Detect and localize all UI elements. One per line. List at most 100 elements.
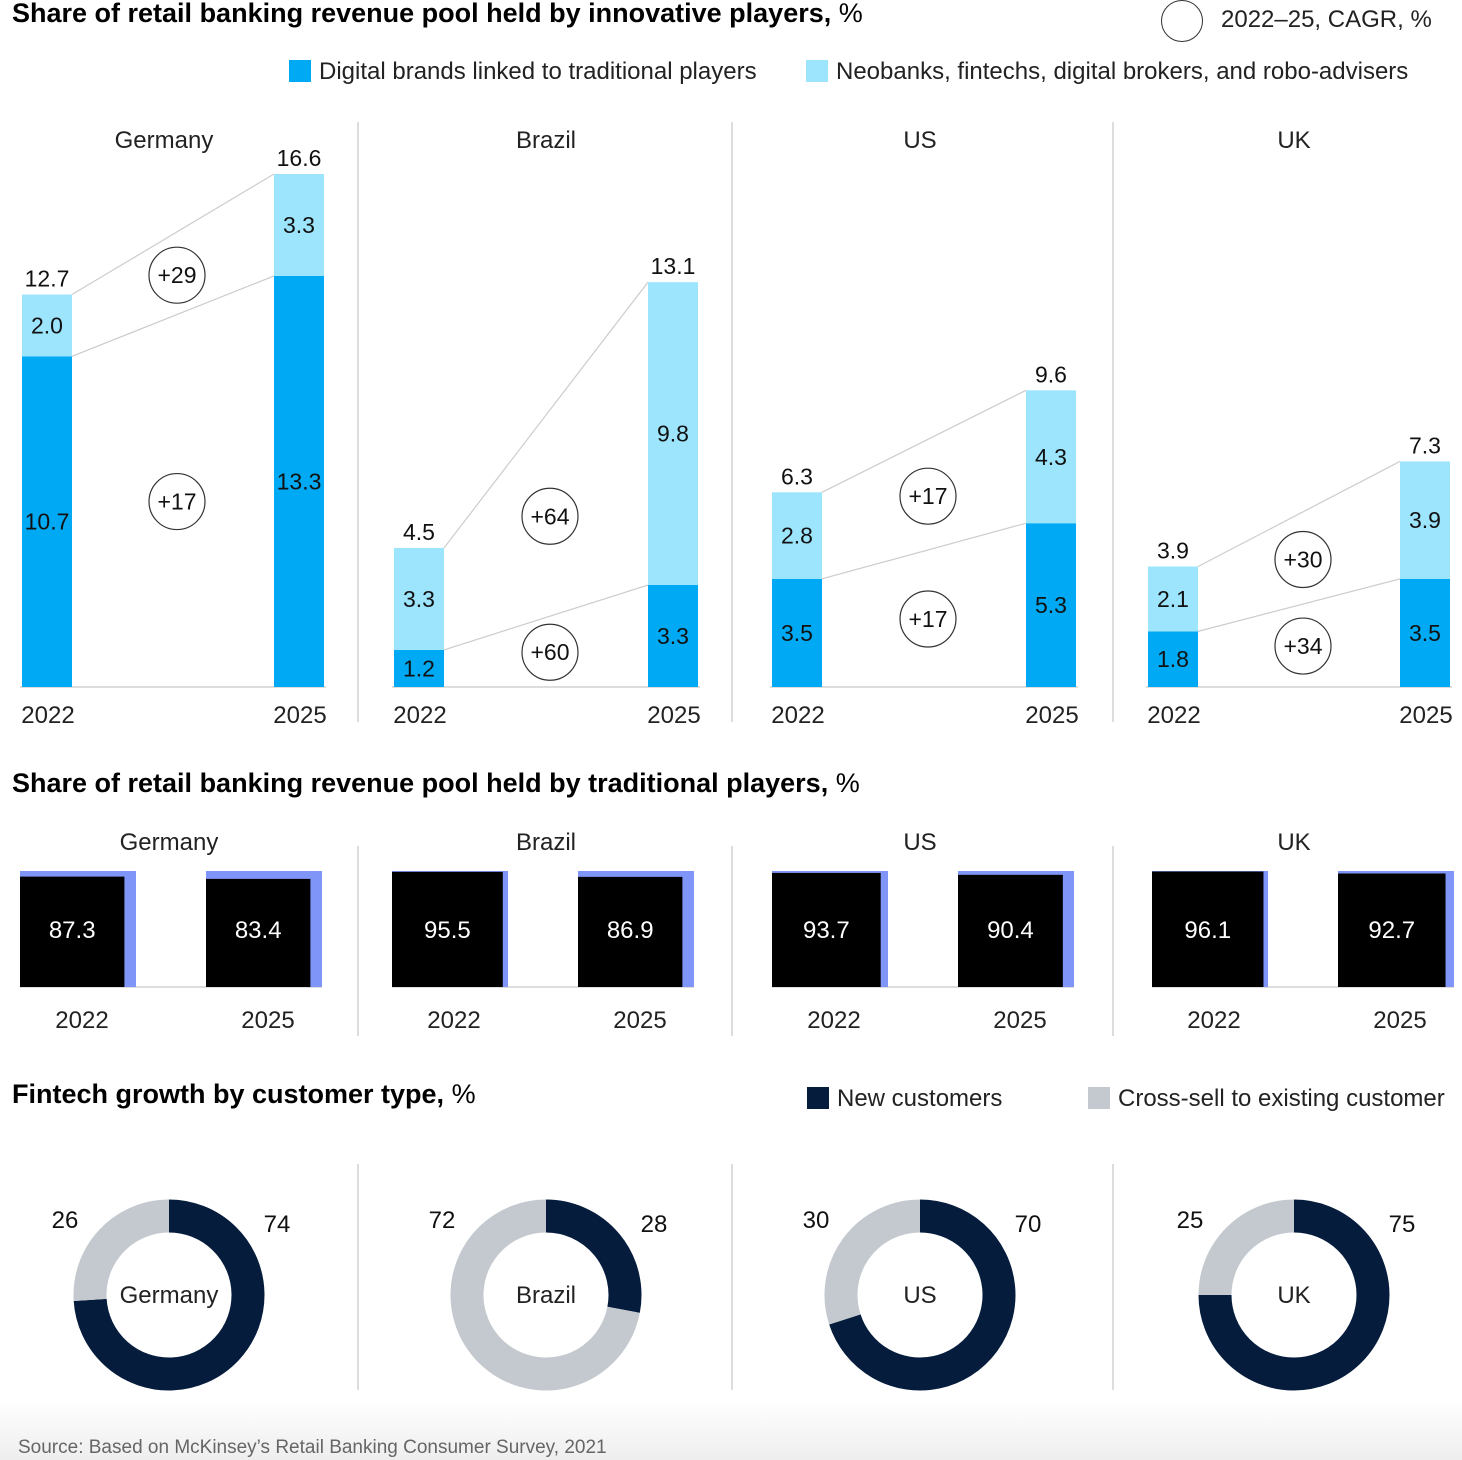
donut-cross-uk xyxy=(1198,1199,1295,1296)
connector-digital-brazil xyxy=(443,584,649,651)
bar-traditional-uk-2022 xyxy=(1152,871,1264,987)
label-digital-us-2025: 5.3 xyxy=(1035,592,1067,618)
label-traditional-us-2022: 93.7 xyxy=(803,917,850,944)
bar-digital-us-2022 xyxy=(772,578,822,687)
bar-digital-uk-2022 xyxy=(1148,631,1198,687)
bar-digital-germany-2022 xyxy=(22,356,72,687)
bar-traditional-brazil-2025 xyxy=(578,876,683,987)
cagr-label-digital-uk: +34 xyxy=(1283,633,1322,659)
bar-traditional-germany-2025 xyxy=(206,878,311,987)
bar-digital-us-2025 xyxy=(1026,523,1076,687)
label-digital-uk-2022: 1.8 xyxy=(1157,646,1189,672)
source-note: Source: Based on McKinsey’s Retail Banki… xyxy=(18,1437,607,1458)
cagr-circle-digital-uk xyxy=(1274,617,1332,675)
section1-title-text: Share of retail banking revenue pool hel… xyxy=(12,0,832,28)
label-traditional-germany-2025: 83.4 xyxy=(235,917,282,944)
donut-label-cross-brazil: 72 xyxy=(429,1207,456,1234)
bar-digital-uk-2025 xyxy=(1400,578,1450,687)
donut-cross-germany xyxy=(73,1199,170,1301)
label-neobank-germany-2025: 3.3 xyxy=(283,212,315,238)
connector-digital-uk xyxy=(1197,578,1401,632)
label-digital-germany-2022: 10.7 xyxy=(25,509,70,535)
label-traditional-brazil-2022: 95.5 xyxy=(424,917,471,944)
year-label-mid-germany-2022: 2022 xyxy=(55,1007,108,1034)
label-traditional-us-2025: 90.4 xyxy=(987,917,1034,944)
connector-total-brazil xyxy=(443,281,649,549)
cagr-label-digital-us: +17 xyxy=(908,606,947,632)
label-total-germany-2022: 12.7 xyxy=(25,266,70,292)
donut-cross-us xyxy=(824,1199,921,1325)
label-neobank-brazil-2022: 3.3 xyxy=(403,586,435,612)
year-label-top-us-2025: 2025 xyxy=(1025,702,1078,729)
year-label-mid-us-2022: 2022 xyxy=(807,1007,860,1034)
donut-label-new-us: 70 xyxy=(1015,1211,1042,1238)
donut-center-germany: Germany xyxy=(120,1282,219,1309)
label-traditional-uk-2025: 92.7 xyxy=(1368,917,1415,944)
donut-new-brazil xyxy=(545,1199,642,1313)
label-total-germany-2025: 16.6 xyxy=(277,145,322,171)
connector-total-uk xyxy=(1197,460,1401,568)
legend-label-new-customers: New customers xyxy=(837,1085,1003,1112)
year-label-top-brazil-2025: 2025 xyxy=(647,702,700,729)
connector-total-germany xyxy=(71,173,275,296)
legend-swatch-digital xyxy=(289,60,311,82)
year-label-top-us-2022: 2022 xyxy=(771,702,824,729)
country-label-top-uk: UK xyxy=(1277,127,1310,154)
bar-neobank-germany-2025 xyxy=(274,174,324,276)
country-label-mid-us: US xyxy=(903,829,936,856)
bar-digital-germany-2025 xyxy=(274,275,324,687)
label-neobank-uk-2022: 2.1 xyxy=(1157,586,1189,612)
cagr-key-label: 2022–25, CAGR, % xyxy=(1221,6,1432,33)
legend-swatch-cross-sell xyxy=(1088,1087,1110,1109)
country-label-top-germany: Germany xyxy=(115,127,214,154)
cagr-circle-neobank-us xyxy=(899,467,957,525)
connector-total-us xyxy=(821,389,1027,493)
bar-neobank-uk-2022 xyxy=(1148,566,1198,632)
donut-label-cross-us: 30 xyxy=(803,1207,830,1234)
bar-digital-brazil-2022 xyxy=(394,649,444,687)
country-label-mid-germany: Germany xyxy=(120,829,219,856)
legend-swatch-neobanks xyxy=(806,60,828,82)
country-label-top-us: US xyxy=(903,127,936,154)
connector-digital-germany xyxy=(71,275,275,357)
label-total-uk-2022: 3.9 xyxy=(1157,537,1189,563)
label-total-us-2025: 9.6 xyxy=(1035,361,1067,387)
footer-band xyxy=(0,1400,1462,1460)
label-traditional-brazil-2025: 86.9 xyxy=(607,917,654,944)
label-neobank-uk-2025: 3.9 xyxy=(1409,507,1441,533)
country-label-mid-brazil: Brazil xyxy=(516,829,576,856)
donut-cross-brazil xyxy=(450,1199,640,1391)
year-label-mid-germany-2025: 2025 xyxy=(241,1007,294,1034)
bar-neobank-us-2022 xyxy=(772,492,822,579)
section1-title: Share of retail banking revenue pool hel… xyxy=(12,0,863,29)
year-label-mid-us-2025: 2025 xyxy=(993,1007,1046,1034)
year-label-mid-uk-2025: 2025 xyxy=(1373,1007,1426,1034)
donut-label-cross-uk: 25 xyxy=(1177,1207,1204,1234)
section3-title-text: Fintech growth by customer type, xyxy=(12,1079,445,1109)
donut-label-new-uk: 75 xyxy=(1389,1211,1416,1238)
bar-traditional-brazil-2022 xyxy=(392,871,503,987)
legend-label-digital: Digital brands linked to traditional pla… xyxy=(319,58,757,85)
cagr-circle-neobank-brazil xyxy=(521,487,579,545)
cagr-circle-digital-germany xyxy=(148,472,206,531)
year-label-top-brazil-2022: 2022 xyxy=(393,702,446,729)
bar-neobank-brazil-2022 xyxy=(394,547,444,650)
bar-neobank-uk-2025 xyxy=(1400,461,1450,579)
donut-label-new-germany: 74 xyxy=(264,1211,291,1238)
bar-neobank-brazil-2025 xyxy=(648,282,698,586)
bar-neobank-us-2025 xyxy=(1026,390,1076,524)
bar-traditional-uk-2025 xyxy=(1338,873,1446,987)
section1-title-unit: % xyxy=(831,0,863,28)
donut-center-uk: UK xyxy=(1277,1282,1310,1309)
cagr-circle-neobank-germany xyxy=(148,246,206,304)
legend-label-neobanks: Neobanks, fintechs, digital brokers, and… xyxy=(836,58,1409,85)
section2-title-unit: % xyxy=(828,768,860,798)
bar-traditional-germany-2022 xyxy=(20,876,125,987)
country-label-mid-uk: UK xyxy=(1277,829,1310,856)
legend-label-cross-sell: Cross-sell to existing customer xyxy=(1118,1085,1445,1112)
year-label-top-uk-2025: 2025 xyxy=(1399,702,1452,729)
cagr-key-circle xyxy=(1161,0,1203,42)
cagr-label-neobank-germany: +29 xyxy=(157,262,196,288)
connector-digital-us xyxy=(821,522,1027,580)
donut-new-germany xyxy=(73,1199,265,1391)
